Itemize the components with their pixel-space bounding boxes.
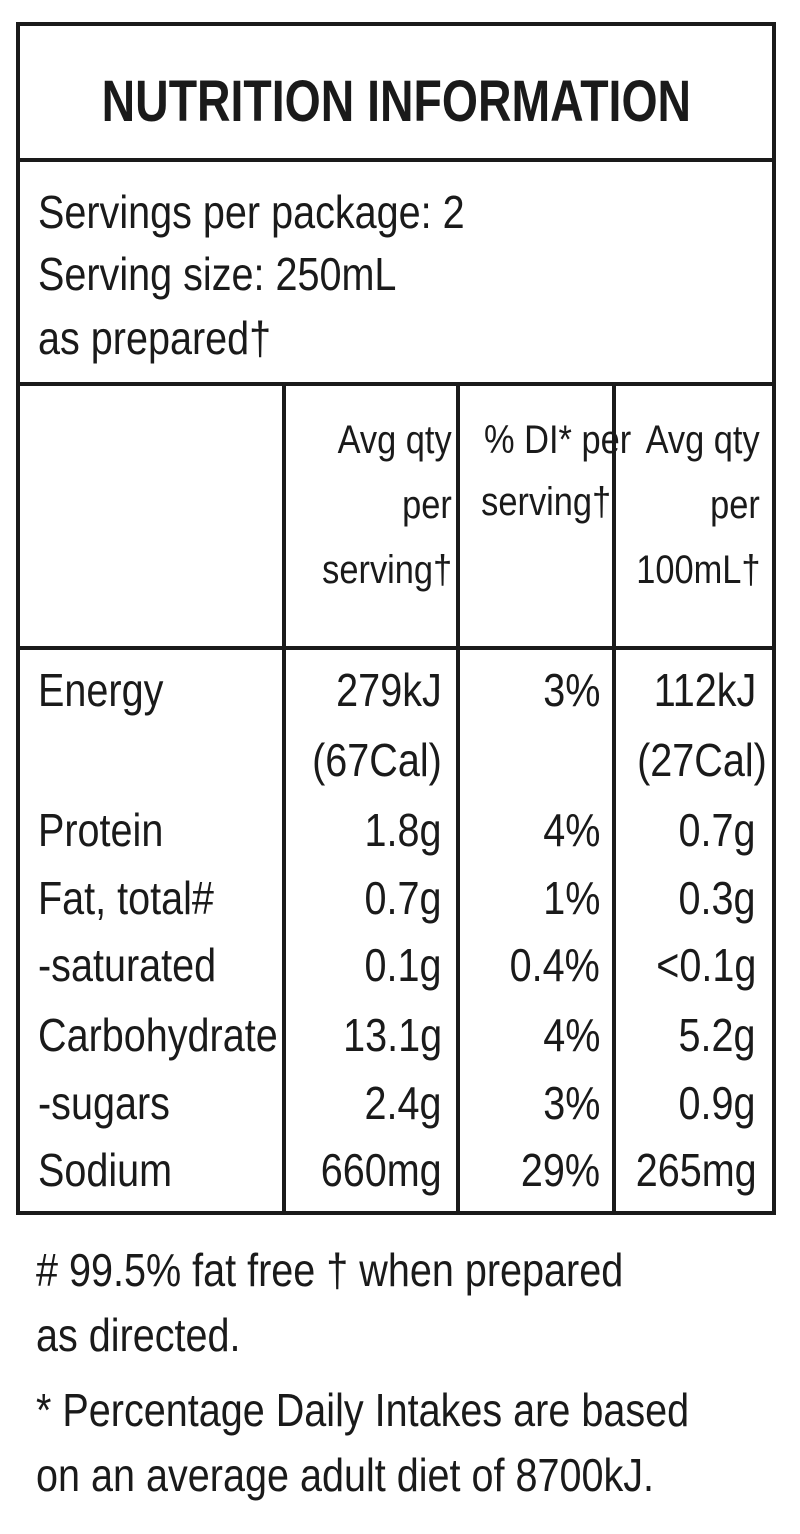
row-nutrient-name bbox=[38, 730, 278, 790]
column-header-line: % DI* per bbox=[483, 418, 632, 462]
panel-title: NUTRITION INFORMATION bbox=[101, 69, 691, 134]
column-divider bbox=[612, 384, 616, 1215]
row-daily-intake: 1% bbox=[542, 872, 600, 924]
row-per-serving: 0.7g bbox=[365, 872, 442, 924]
row-per-serving: 279kJ bbox=[336, 664, 442, 716]
divider bbox=[16, 158, 776, 162]
row-nutrient-name: Protein bbox=[38, 804, 164, 856]
row-per-100ml: 0.9g bbox=[679, 1077, 756, 1129]
row-daily-intake: 0.4% bbox=[509, 939, 600, 991]
footnote: as directed. bbox=[36, 1309, 241, 1361]
footnote: on an average adult diet of 8700kJ. bbox=[36, 1449, 655, 1501]
footnote: * Percentage Daily Intakes are based bbox=[36, 1384, 690, 1436]
row-daily-intake bbox=[460, 730, 600, 790]
row-per-serving: 1.8g bbox=[365, 804, 442, 856]
row-nutrient-name: Carbohydrate bbox=[38, 1009, 278, 1061]
row-per-100ml: 112kJ bbox=[653, 664, 756, 716]
row-per-100ml: 5.2g bbox=[679, 1009, 756, 1061]
row-daily-intake: 3% bbox=[542, 1077, 600, 1129]
nutrition-panel bbox=[16, 22, 776, 1215]
footnote: # 99.5% fat free † when prepared bbox=[36, 1244, 624, 1296]
row-per-serving: (67Cal) bbox=[312, 734, 442, 786]
column-header-line: serving† bbox=[321, 548, 452, 592]
row-nutrient-name: -sugars bbox=[38, 1077, 170, 1129]
row-daily-intake: 4% bbox=[542, 1009, 600, 1061]
row-nutrient-name: Fat, total# bbox=[38, 872, 214, 924]
serving-note: as prepared† bbox=[38, 312, 272, 364]
column-divider bbox=[456, 384, 460, 1215]
divider bbox=[16, 382, 776, 386]
row-daily-intake: 4% bbox=[542, 804, 600, 856]
column-header-line: per bbox=[402, 483, 452, 527]
column-header-line: 100mL† bbox=[636, 548, 761, 592]
row-per-100ml: <0.1g bbox=[655, 939, 756, 991]
row-per-100ml: (27Cal) bbox=[637, 734, 767, 786]
divider bbox=[16, 646, 776, 650]
row-nutrient-name: Energy bbox=[38, 664, 164, 716]
row-nutrient-name: -saturated bbox=[38, 939, 217, 991]
row-per-serving: 13.1g bbox=[342, 1009, 442, 1061]
column-header-line: Avg qty bbox=[337, 418, 452, 462]
column-header-line: serving† bbox=[481, 480, 612, 524]
column-header-line: Avg qty bbox=[645, 418, 760, 462]
row-per-100ml: 265mg bbox=[635, 1144, 757, 1196]
column-divider bbox=[282, 384, 286, 1215]
row-nutrient-name: Sodium bbox=[38, 1144, 173, 1196]
servings-per-package: Servings per package: 2 bbox=[38, 186, 465, 238]
serving-size: Serving size: 250mL bbox=[38, 248, 397, 300]
row-daily-intake: 3% bbox=[542, 664, 600, 716]
row-daily-intake: 29% bbox=[520, 1144, 600, 1196]
column-header-line: per bbox=[710, 483, 760, 527]
row-per-100ml: 0.3g bbox=[679, 872, 756, 924]
row-per-serving: 0.1g bbox=[365, 939, 442, 991]
row-per-100ml: 0.7g bbox=[679, 804, 756, 856]
row-per-serving: 2.4g bbox=[365, 1077, 442, 1129]
row-per-serving: 660mg bbox=[321, 1144, 442, 1196]
